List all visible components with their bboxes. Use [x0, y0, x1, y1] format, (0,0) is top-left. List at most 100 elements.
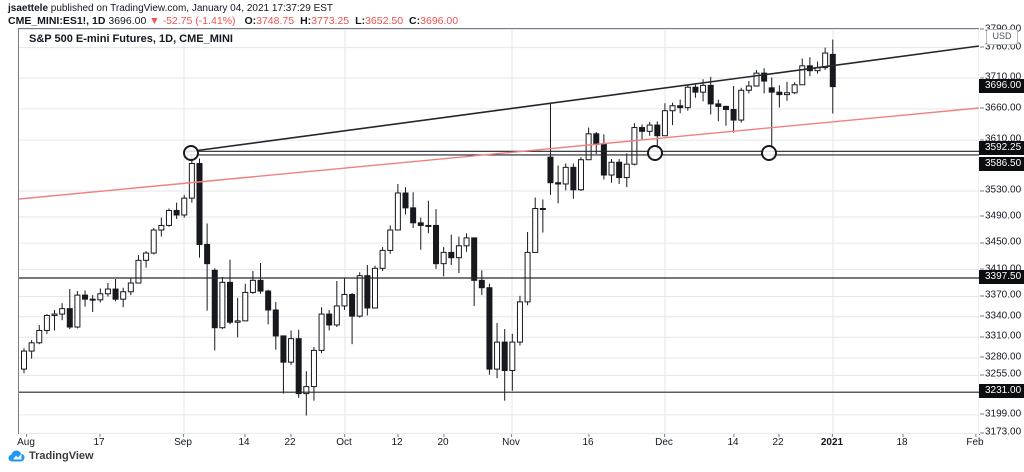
candle-up	[532, 208, 539, 253]
candle-up	[509, 341, 516, 371]
ohlc-value: 3696.00	[420, 15, 459, 27]
candle-up	[494, 341, 501, 370]
time-axis-label: Oct	[336, 434, 352, 448]
time-axis-label: 22	[772, 434, 784, 448]
candle-up	[623, 163, 630, 179]
chart-plot-area[interactable]: S&P 500 E-mini Futures, 1D, CME_MINI	[18, 28, 980, 435]
time-axis-label: 14	[727, 434, 739, 448]
candle-down	[722, 105, 729, 110]
candle-down	[761, 72, 768, 82]
symbol-label[interactable]: CME_MINI:ES1!, 1D	[8, 15, 106, 27]
price-axis-label: 3255.00	[979, 368, 1022, 380]
candle-up	[51, 313, 58, 316]
candle-down	[112, 288, 119, 300]
candle-up	[562, 166, 569, 185]
candle-down	[600, 144, 607, 176]
ohlc-label: O:	[244, 15, 257, 27]
candle-down	[265, 290, 272, 311]
candle-up	[181, 197, 188, 216]
candle-down	[364, 275, 371, 309]
byline-username: jsaettele	[8, 3, 49, 14]
price-axis-label: 3760.00	[979, 41, 1022, 53]
candle-down	[89, 298, 96, 301]
candle-up	[188, 163, 195, 199]
candle-up	[150, 229, 157, 254]
tradingview-logo[interactable]: TradingView	[8, 450, 94, 462]
candle-down	[66, 308, 73, 328]
candle-down	[692, 86, 699, 93]
candle-up	[524, 251, 531, 303]
price-axis-label: 3790.00	[979, 23, 1021, 34]
candle-down	[471, 237, 478, 281]
candle-down	[547, 156, 554, 184]
candle-up	[242, 291, 249, 322]
candle-down	[402, 192, 409, 209]
last-price: 3696.00	[108, 15, 147, 27]
price-axis-label: 3340.00	[979, 310, 1022, 322]
candle-down	[417, 222, 424, 226]
candle-up	[608, 161, 615, 176]
time-axis-label: Dec	[655, 434, 673, 448]
candle-up	[371, 267, 378, 309]
time-axis-label: 12	[391, 434, 403, 448]
candle-down	[616, 161, 623, 179]
candle-up	[21, 350, 27, 370]
candle-down	[211, 269, 218, 329]
price-axis-label: 3450.00	[979, 236, 1022, 248]
candle-up	[333, 305, 340, 326]
symbol-legend: CME_MINI:ES1!, 1D 3696.00 ▼ -52.75 (-1.4…	[8, 15, 458, 27]
ohlc-value: 3773.25	[311, 15, 350, 27]
candle-down	[677, 105, 684, 109]
ohlc-label: H:	[300, 15, 312, 27]
tradingview-cloud-icon	[8, 450, 25, 462]
candle-up	[577, 159, 584, 191]
price-badge: 3592.25	[979, 141, 1024, 156]
price-axis[interactable]: 3790.00 3760.00 3710.00 3660.00 3610.00 3530.…	[979, 23, 1024, 438]
candle-up	[356, 275, 363, 317]
candle-down	[433, 224, 440, 265]
candle-down	[326, 313, 333, 326]
candle-up	[700, 84, 707, 93]
candle-down	[173, 209, 180, 216]
candle-down	[570, 166, 577, 191]
candle-down	[486, 287, 493, 370]
candle-up	[234, 320, 241, 323]
price-axis-label: 3660.00	[979, 102, 1022, 114]
down-arrow-icon: ▼	[149, 15, 160, 27]
candle-down	[272, 309, 279, 337]
candle-up	[379, 249, 386, 269]
time-axis-label: Aug	[17, 434, 35, 448]
candle-up	[341, 293, 348, 307]
price-axis-label: 3280.00	[979, 351, 1022, 363]
candle-up	[822, 52, 829, 69]
byline-text: published on TradingView.com, January 04…	[48, 3, 334, 14]
circle-annotation	[761, 145, 777, 161]
time-axis-label: Sep	[174, 434, 192, 448]
time-axis-label: Nov	[502, 434, 520, 448]
candle-up	[310, 349, 317, 388]
price-axis-unit-button[interactable]: USD	[986, 29, 1018, 45]
candle-down	[204, 243, 211, 265]
ohlc-legend: O:3748.75 H:3773.25 L:3652.50 C:3696.00	[238, 15, 458, 27]
candle-up	[28, 342, 35, 352]
candle-up	[97, 293, 104, 301]
time-axis-label: 2021	[820, 434, 844, 448]
time-axis-label: 17	[93, 434, 105, 448]
candle-down	[410, 207, 417, 224]
time-axis[interactable]: Aug 17 Sep 14 22 Oct 12 20 Nov 16 Dec 14 22 2021 18 Feb	[17, 434, 984, 451]
candle-up	[463, 237, 470, 247]
candle-up	[43, 314, 50, 331]
candle-down	[730, 108, 737, 121]
candle-up	[387, 229, 394, 251]
price-axis-label: 3310.00	[979, 330, 1022, 342]
candle-down	[776, 91, 783, 96]
candle-up	[104, 288, 111, 295]
candle-up	[249, 279, 256, 293]
candle-up	[143, 252, 150, 261]
time-axis-label: 22	[284, 434, 296, 448]
candle-up	[753, 72, 760, 87]
time-axis-label: 14	[238, 434, 250, 448]
candle-up	[425, 224, 432, 227]
candle-up	[455, 245, 462, 259]
